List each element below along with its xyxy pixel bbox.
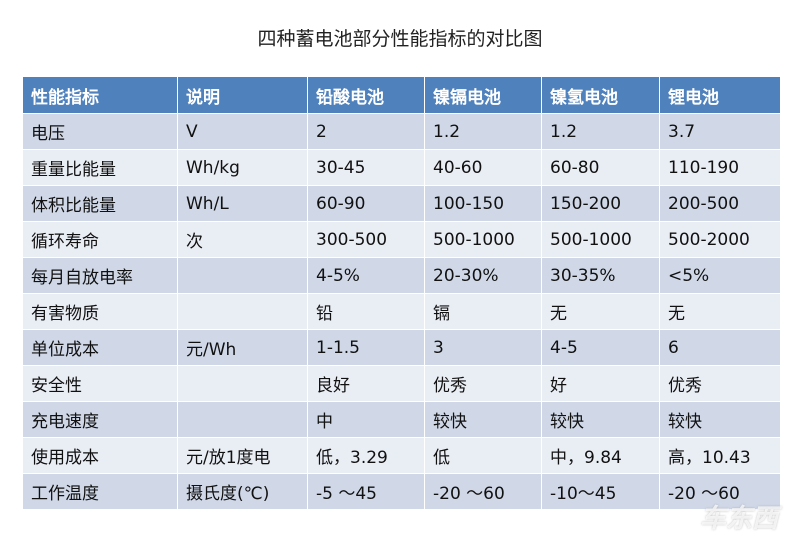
table-cell: 单位成本 (22, 329, 178, 366)
table-cell: 4-5% (307, 257, 425, 294)
table-cell: 1.2 (541, 113, 660, 150)
table-cell: 20-30% (424, 257, 542, 294)
table-cell: 500-1000 (424, 221, 542, 258)
table-cell: 500-1000 (541, 221, 660, 258)
table-cell: 优秀 (659, 365, 781, 402)
table-cell: -20 ～60 (659, 473, 781, 510)
table-row: 有害物质铅镉无无 (22, 293, 781, 330)
table-cell: 60-90 (307, 185, 425, 222)
table-cell: -5 ～45 (307, 473, 425, 510)
table-cell: 铅 (307, 293, 425, 330)
header-cell: 镍镉电池 (424, 76, 542, 114)
header-row: 性能指标 说明 铅酸电池 镍镉电池 镍氢电池 锂电池 (22, 76, 781, 114)
table-cell: 40-60 (424, 149, 542, 186)
table-cell: 中，9.84 (541, 437, 660, 474)
table-row: 循环寿命次 300-500 500-1000 500-1000 500-2000 (22, 221, 781, 258)
table-cell: 3 (424, 329, 542, 366)
table-row: 体积比能量 Wh/L 60-90 100-150 150-200 200-500 (22, 185, 781, 222)
table-row: 工作温度 摄氏度(℃) -5 ～45 -20 ～60 -10～45 -20 ～60 (22, 473, 781, 510)
table-cell (177, 257, 308, 294)
table-cell: 500-2000 (659, 221, 781, 258)
table-cell: 无 (659, 293, 781, 330)
table-cell: 1-1.5 (307, 329, 425, 366)
table-cell: 较快 (424, 401, 542, 438)
table-cell: 良好 (307, 365, 425, 402)
table-cell: 较快 (541, 401, 660, 438)
table-cell: 较快 (659, 401, 781, 438)
table-cell: 摄氏度(℃) (177, 473, 308, 510)
table-cell: 中 (307, 401, 425, 438)
table-cell: 次 (177, 221, 308, 258)
table-cell: 200-500 (659, 185, 781, 222)
table-cell: 2 (307, 113, 425, 150)
table-cell: 优秀 (424, 365, 542, 402)
table-cell: -20 ～60 (424, 473, 542, 510)
table-cell: 镉 (424, 293, 542, 330)
table-cell: 30-45 (307, 149, 425, 186)
table-cell: 元/放1度电 (177, 437, 308, 474)
table-cell: -10～45 (541, 473, 660, 510)
table-cell: 循环寿命 (22, 221, 178, 258)
table-cell: 工作温度 (22, 473, 178, 510)
table-cell: 体积比能量 (22, 185, 178, 222)
table-cell: 每月自放电率 (22, 257, 178, 294)
watermark: 车东西 (699, 504, 778, 534)
table-cell: 使用成本 (22, 437, 178, 474)
table-row: 电压 V 2 1.2 1.2 3.7 (22, 113, 781, 150)
table-cell (177, 365, 308, 402)
table-cell: 有害物质 (22, 293, 178, 330)
table-row: 使用成本 元/放1度电 低，3.29 低中，9.84 高，10.43 (22, 437, 781, 474)
header-cell: 铅酸电池 (307, 76, 425, 114)
table-cell: 110-190 (659, 149, 781, 186)
table-row: 每月自放电率 4-5% 20-30% 30-35% <5% (22, 257, 781, 294)
table-cell: 30-35% (541, 257, 660, 294)
table-row: 单位成本 元/Wh 1-1.5 3 4-5 6 (22, 329, 781, 366)
table-cell: 重量比能量 (22, 149, 178, 186)
table-cell: 1.2 (424, 113, 542, 150)
table-cell: 150-200 (541, 185, 660, 222)
header-cell: 镍氢电池 (541, 76, 660, 114)
table-cell: 好 (541, 365, 660, 402)
table-cell: 充电速度 (22, 401, 178, 438)
header-cell: 性能指标 (22, 76, 178, 114)
table-cell (177, 293, 308, 330)
table-row: 重量比能量 Wh/kg 30-45 40-60 60-80 110-190 (22, 149, 781, 186)
table-cell: 4-5 (541, 329, 660, 366)
table-cell: 300-500 (307, 221, 425, 258)
title: 四种蓄电池部分性能指标的对比图 (257, 28, 543, 50)
comparison-table: 性能指标 说明 铅酸电池 镍镉电池 镍氢电池 锂电池 电压 V 2 1.2 1.2 3.7 重量比能量… (22, 76, 781, 510)
table-cell (177, 401, 308, 438)
table-cell: <5% (659, 257, 781, 294)
table-cell: Wh/L (177, 185, 308, 222)
table-row: 充电速度中较快 较快 较快 (22, 401, 781, 438)
table-cell: 60-80 (541, 149, 660, 186)
table-row: 安全性 良好 优秀好优秀 (22, 365, 781, 402)
table-cell: 6 (659, 329, 781, 366)
table-cell: 元/Wh (177, 329, 308, 366)
header-cell: 说明 (177, 76, 308, 114)
table-cell: Wh/kg (177, 149, 308, 186)
table-cell: 低 (424, 437, 542, 474)
table-cell: 3.7 (659, 113, 781, 150)
table-cell: 高，10.43 (659, 437, 781, 474)
table-cell: 电压 (22, 113, 178, 150)
table-cell: V (177, 113, 308, 150)
table-cell: 安全性 (22, 365, 178, 402)
table-cell: 无 (541, 293, 660, 330)
table-cell: 低，3.29 (307, 437, 425, 474)
table-cell: 100-150 (424, 185, 542, 222)
header-cell: 锂电池 (659, 76, 781, 114)
